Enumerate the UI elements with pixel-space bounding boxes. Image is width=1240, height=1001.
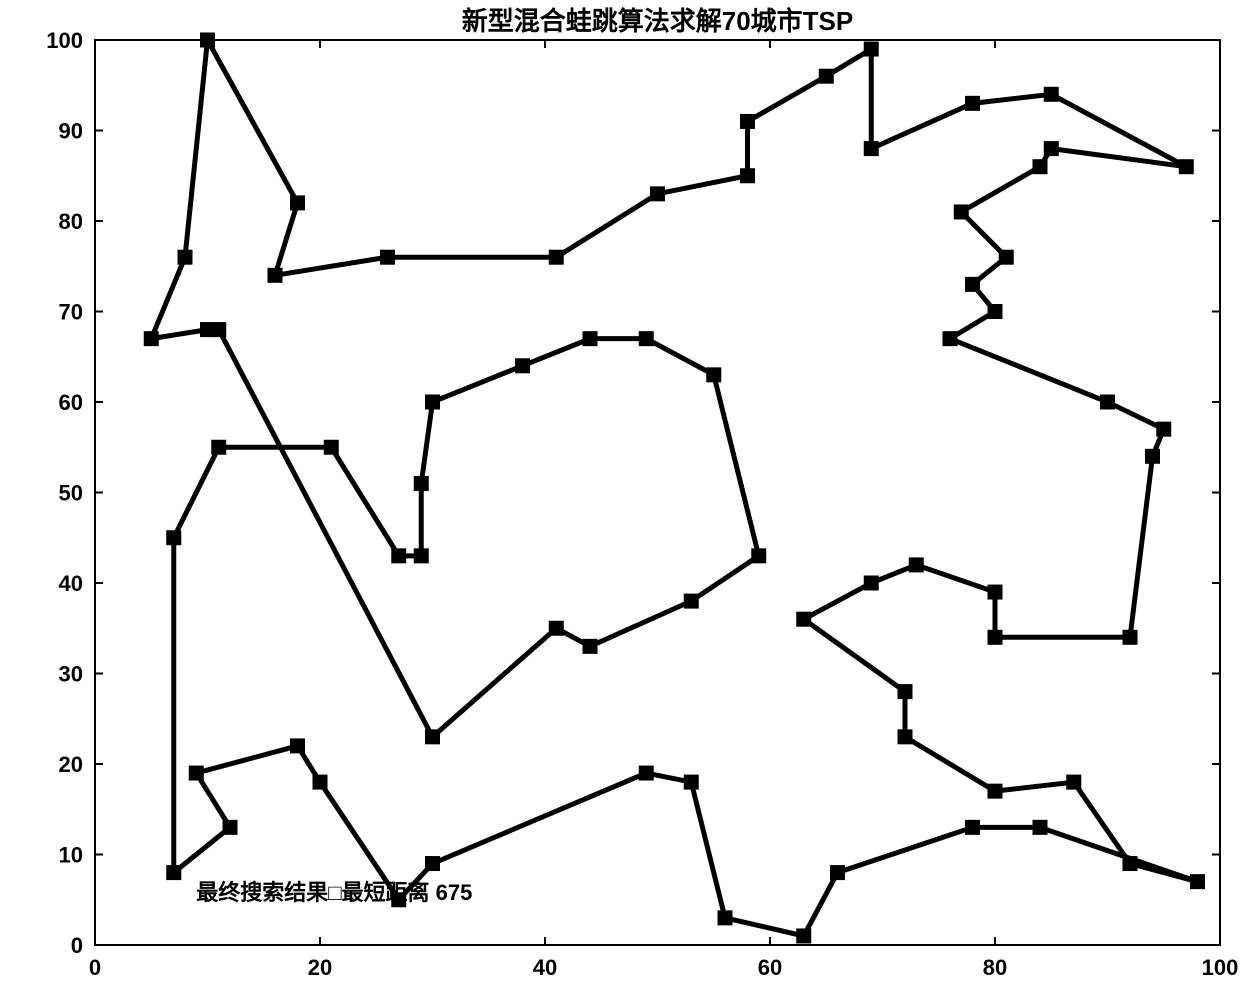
city-marker (1044, 87, 1058, 101)
y-tick-label: 30 (59, 662, 83, 687)
city-marker (414, 476, 428, 490)
city-marker (549, 250, 563, 264)
y-tick-label: 80 (59, 209, 83, 234)
city-marker (988, 784, 1002, 798)
city-marker (268, 268, 282, 282)
city-marker (549, 621, 563, 635)
city-marker (797, 612, 811, 626)
city-marker (392, 549, 406, 563)
city-marker (898, 730, 912, 744)
city-marker (1146, 449, 1160, 463)
chart-title: 新型混合蛙跳算法求解70城市TSP (462, 6, 854, 36)
city-marker (212, 440, 226, 454)
city-marker (291, 196, 305, 210)
y-tick-label: 10 (59, 843, 83, 868)
city-marker (1067, 775, 1081, 789)
y-tick-label: 100 (46, 28, 83, 53)
x-tick-label: 0 (89, 955, 101, 980)
plot-box (95, 40, 1220, 945)
y-tick-label: 60 (59, 390, 83, 415)
city-marker (966, 96, 980, 110)
y-tick-label: 0 (71, 933, 83, 958)
y-tick-label: 50 (59, 481, 83, 506)
city-marker (684, 594, 698, 608)
y-tick-label: 20 (59, 752, 83, 777)
city-marker (426, 395, 440, 409)
x-tick-label: 80 (983, 955, 1007, 980)
x-tick-label: 60 (758, 955, 782, 980)
x-tick-label: 20 (308, 955, 332, 980)
city-marker (1101, 395, 1115, 409)
city-marker (167, 531, 181, 545)
city-marker (426, 730, 440, 744)
city-marker (954, 205, 968, 219)
city-marker (223, 820, 237, 834)
city-marker (1123, 630, 1137, 644)
chart-svg: 0 20 40 60 80 100 0 10 20 30 40 50 60 70 80 90 100 新型混合蛙跳… (0, 0, 1240, 1001)
y-tick-label: 70 (59, 300, 83, 325)
city-marker (144, 332, 158, 346)
city-marker (639, 332, 653, 346)
city-marker (988, 630, 1002, 644)
tsp-route-line (151, 40, 1197, 936)
city-marker (988, 585, 1002, 599)
result-annotation: 最终搜索结果□最短距离 675 (196, 880, 472, 905)
city-marker (966, 820, 980, 834)
city-marker (516, 359, 530, 373)
tsp-chart: 0 20 40 60 80 100 0 10 20 30 40 50 60 70 80 90 100 新型混合蛙跳… (0, 0, 1240, 1001)
city-marker (1044, 142, 1058, 156)
city-marker (741, 114, 755, 128)
city-marker (178, 250, 192, 264)
city-marker (1157, 422, 1171, 436)
city-marker (313, 775, 327, 789)
city-marker (864, 142, 878, 156)
x-tick-label: 100 (1202, 955, 1239, 980)
city-marker (381, 250, 395, 264)
city-marker (189, 766, 203, 780)
city-marker (752, 549, 766, 563)
y-tick-label: 90 (59, 119, 83, 144)
city-marker (1033, 160, 1047, 174)
city-marker (999, 250, 1013, 264)
city-marker (201, 323, 215, 337)
city-marker (684, 775, 698, 789)
city-marker (1033, 820, 1047, 834)
city-marker (1179, 160, 1193, 174)
city-marker (966, 277, 980, 291)
city-marker (864, 576, 878, 590)
city-marker (291, 739, 305, 753)
city-marker (583, 639, 597, 653)
city-marker (741, 169, 755, 183)
city-marker (831, 866, 845, 880)
city-marker (1123, 857, 1137, 871)
city-marker (819, 69, 833, 83)
city-marker (707, 368, 721, 382)
city-marker (639, 766, 653, 780)
city-marker (718, 911, 732, 925)
city-marker (988, 305, 1002, 319)
city-marker (864, 42, 878, 56)
city-marker (1191, 875, 1205, 889)
x-tick-label: 40 (533, 955, 557, 980)
city-marker (201, 33, 215, 47)
city-marker (414, 549, 428, 563)
city-marker (651, 187, 665, 201)
city-marker (583, 332, 597, 346)
city-marker (324, 440, 338, 454)
city-marker (797, 929, 811, 943)
y-tick-label: 40 (59, 571, 83, 596)
city-marker (909, 558, 923, 572)
city-marker (943, 332, 957, 346)
city-marker (167, 866, 181, 880)
city-marker (898, 685, 912, 699)
city-marker (426, 857, 440, 871)
